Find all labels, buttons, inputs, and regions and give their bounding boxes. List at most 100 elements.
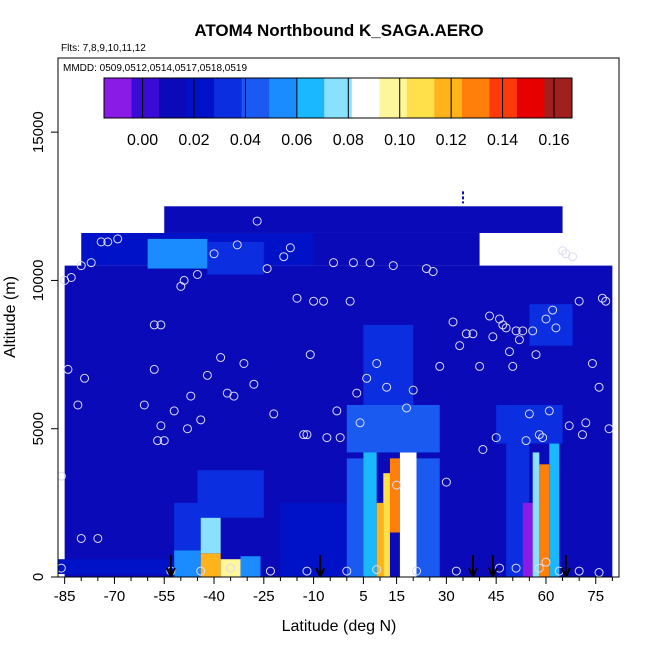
heatmap-cell: [313, 232, 480, 266]
x-tick-label: -70: [104, 588, 126, 605]
sample-point: [504, 347, 514, 357]
colorbar-ticks: 0.00 0.02 0.04 0.06 0.08 0.10 0.12 0.14 0.16: [127, 78, 570, 149]
heatmap-cell: [200, 553, 221, 577]
sample-point: [292, 293, 302, 303]
heatmap-cell: [200, 517, 221, 554]
sample-point: [319, 296, 329, 306]
sample-point: [558, 246, 568, 256]
sample-point: [156, 421, 166, 431]
x-tick-label: 15: [388, 588, 405, 605]
plot-area: [58, 191, 614, 577]
sample-point: [448, 317, 458, 327]
heatmap-cell: [174, 550, 201, 577]
y-axis: 0 5000 10000 15000: [30, 111, 58, 581]
sample-point: [322, 433, 332, 443]
sample-point: [252, 216, 262, 226]
sample-point: [514, 335, 524, 345]
colorbar-cell: [461, 78, 490, 118]
mmdd-note: MMDD: 0509,0512,0514,0517,0518,0519: [63, 63, 247, 74]
sample-point: [365, 258, 375, 268]
colorbar-tick-label: 0.00: [127, 132, 158, 149]
sample-point: [149, 364, 159, 374]
sample-point: [66, 272, 76, 282]
heatmap-cell: [363, 443, 377, 577]
sample-point: [113, 234, 123, 244]
heatmap-cell: [376, 502, 384, 577]
colorbar-tick-label: 0.08: [333, 132, 364, 149]
sample-point: [392, 480, 402, 490]
sample-points: [58, 216, 614, 577]
sample-point: [521, 436, 531, 446]
flight-arrow-head: [315, 567, 326, 577]
colorbar-cell: [434, 78, 463, 118]
sample-point: [202, 370, 212, 380]
sample-point: [412, 566, 422, 576]
colorbar-frame: [103, 77, 573, 119]
colorbar-cell: [324, 78, 353, 118]
heatmap-cell: [363, 324, 414, 405]
sample-point: [159, 436, 169, 446]
colorbar-cell: [131, 78, 160, 118]
heatmap-cell: [496, 404, 563, 444]
sample-point: [362, 373, 372, 383]
sample-point: [544, 406, 554, 416]
sample-point: [302, 430, 312, 440]
heatmap-cell: [539, 464, 550, 577]
heatmap-cell: [58, 559, 175, 575]
sample-point: [153, 436, 163, 446]
y-tick-label: 10000: [30, 260, 47, 302]
colorbar-cell: [269, 78, 298, 118]
sample-point: [564, 421, 574, 431]
heatmap-layer: [58, 191, 613, 577]
sample-point: [186, 391, 196, 401]
sample-point: [604, 424, 614, 434]
sample-point: [435, 361, 445, 371]
x-tick-label: 5: [359, 588, 367, 605]
sample-point: [468, 329, 478, 339]
sample-point: [488, 332, 498, 342]
sample-point: [388, 261, 398, 271]
x-tick-label: 75: [587, 588, 604, 605]
x-axis-label: Latitude (deg N): [282, 618, 397, 635]
sample-point: [548, 305, 558, 315]
sample-point: [455, 341, 465, 351]
sample-point: [192, 269, 202, 279]
heatmap-cell: [197, 470, 264, 518]
sample-point: [249, 379, 259, 389]
sample-point: [229, 391, 239, 401]
sample-point: [461, 329, 471, 339]
sample-point: [451, 566, 461, 576]
colorbar-cell: [104, 78, 133, 118]
sample-point: [501, 323, 511, 333]
sample-point: [262, 264, 272, 274]
sample-point: [348, 258, 358, 268]
heatmap-cell: [346, 458, 364, 577]
colorbar-tick-label: 0.06: [281, 132, 312, 149]
x-tick-label: 30: [438, 588, 455, 605]
sample-point: [601, 296, 611, 306]
colorbar-cell: [351, 78, 380, 118]
sample-point: [352, 388, 362, 398]
sample-point: [402, 403, 412, 413]
heatmap-cell: [529, 304, 573, 346]
sample-point: [332, 406, 342, 416]
sample-point: [80, 373, 90, 383]
colorbar-cell: [296, 78, 325, 118]
flight-arrow-head: [487, 567, 498, 577]
colorbar-cell: [489, 78, 518, 118]
sample-point: [232, 240, 242, 250]
sample-point: [216, 353, 226, 363]
sample-point: [568, 252, 578, 262]
sample-point: [587, 358, 597, 368]
sample-point: [541, 557, 551, 567]
sample-point: [96, 237, 106, 247]
colorbar-tick-label: 0.12: [436, 132, 467, 149]
sample-point: [531, 350, 541, 360]
flight-arrow-head: [468, 567, 478, 577]
sample-point: [309, 296, 319, 306]
sample-point: [302, 566, 312, 576]
sample-point: [299, 430, 309, 440]
sample-point: [345, 296, 355, 306]
heatmap-cell: [220, 559, 241, 577]
heatmap-cell: [147, 238, 208, 269]
